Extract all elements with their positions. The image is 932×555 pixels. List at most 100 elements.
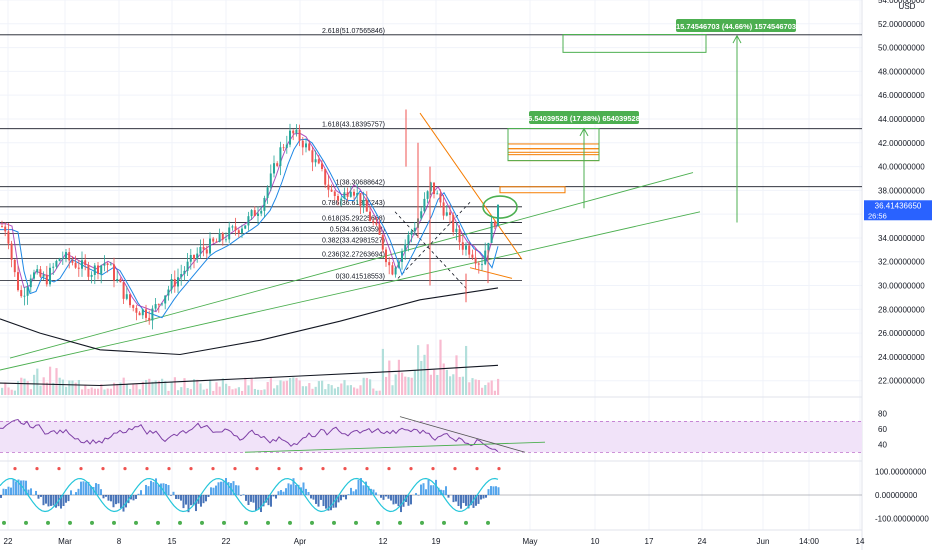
volume-bar <box>94 389 96 395</box>
rsi-tick-label: 60 <box>878 425 887 434</box>
volume-bar <box>148 379 150 395</box>
volume-bar <box>475 379 477 395</box>
osc-bar <box>415 493 417 495</box>
volume-bar <box>167 391 169 395</box>
osc-bar <box>310 495 312 498</box>
candle-body <box>263 198 265 211</box>
candle-body <box>366 200 368 212</box>
osc-bar <box>80 482 82 495</box>
candle-body <box>359 193 361 206</box>
candle-body <box>481 264 483 265</box>
volume-bar <box>65 387 67 395</box>
volume-bar <box>292 377 294 395</box>
candle-body <box>254 210 256 216</box>
osc-bar <box>260 495 262 512</box>
osc-bar <box>305 489 307 495</box>
time-tick-label: 14 <box>856 537 865 546</box>
volume-bar <box>356 389 358 395</box>
volume-bar <box>372 389 374 395</box>
candle-body <box>347 192 349 196</box>
candle-body <box>475 258 477 264</box>
volume-bar <box>14 391 16 395</box>
osc-bar <box>135 495 137 499</box>
volume-bar <box>315 387 317 395</box>
volume-bar <box>161 379 163 395</box>
volume-bar <box>286 381 288 395</box>
volume-bar <box>439 340 441 395</box>
osc-bar <box>363 485 365 495</box>
candle-body <box>295 130 297 133</box>
volume-bar <box>366 378 368 395</box>
candle-body <box>33 272 35 278</box>
volume-bar <box>183 378 185 395</box>
osc-bar <box>445 486 447 495</box>
candle-body <box>206 249 208 253</box>
volume-bar <box>244 378 246 395</box>
osc-bar <box>63 495 65 506</box>
osc-bar <box>278 491 280 495</box>
osc-bar <box>30 488 32 495</box>
candle-body <box>126 294 128 299</box>
osc-dot <box>354 521 358 525</box>
candle-body <box>404 244 406 251</box>
volume-bar <box>327 384 329 395</box>
osc-bar <box>168 485 170 495</box>
candle-body <box>43 275 45 277</box>
volume-bar <box>78 380 80 395</box>
osc-bar <box>243 494 245 495</box>
volume-bar <box>334 388 336 395</box>
osc-dot <box>387 467 390 470</box>
osc-dot <box>255 467 258 470</box>
volume-bar <box>62 380 64 395</box>
last-price: 36.41436650 <box>875 201 922 210</box>
oscillator-pane <box>0 467 862 525</box>
candle-body <box>308 143 310 150</box>
osc-bar <box>133 495 135 500</box>
price-tick-label: 32.00000000 <box>878 258 925 267</box>
volume-bar <box>68 380 70 395</box>
rsi-tick-label: 40 <box>878 441 887 450</box>
osc-bar <box>113 495 115 507</box>
time-tick-label: 8 <box>117 537 122 546</box>
candle-body <box>478 264 480 265</box>
candle-body <box>151 309 153 321</box>
volume-bar <box>289 378 291 395</box>
candle-body <box>356 193 358 196</box>
osc-bar <box>345 495 347 499</box>
volume-bar <box>254 389 256 395</box>
time-tick-label: 15 <box>168 537 177 546</box>
candle-body <box>375 223 377 225</box>
osc-bar <box>490 486 492 495</box>
volume-bar <box>139 389 141 395</box>
volume-bar <box>494 391 496 395</box>
candle-body <box>219 234 221 242</box>
volume-bar <box>39 386 41 395</box>
volume-bar <box>395 374 397 395</box>
wedge-upper-line <box>420 113 522 259</box>
candle-body <box>75 263 77 268</box>
osc-dot <box>409 467 412 470</box>
osc-bar <box>120 495 122 508</box>
volume-bar <box>174 377 176 395</box>
volume-bar <box>340 383 342 395</box>
osc-dot <box>35 467 38 470</box>
candle-body <box>20 290 22 296</box>
osc-dot <box>211 467 214 470</box>
candle-body <box>465 246 467 250</box>
osc-bar <box>208 495 210 497</box>
osc-bar <box>35 491 37 495</box>
volume-bar <box>449 376 451 395</box>
candle-body <box>267 187 269 197</box>
candle-body <box>68 252 70 260</box>
candle-body <box>484 251 486 265</box>
osc-dot <box>178 521 182 525</box>
candle-body <box>59 259 61 261</box>
price-axis: 54.0000000052.0000000050.0000000048.0000… <box>864 0 932 524</box>
osc-bar <box>355 489 357 495</box>
osc-dot <box>431 467 434 470</box>
osc-dot <box>497 467 500 470</box>
candle-body <box>289 131 291 145</box>
osc-dot <box>112 521 116 525</box>
